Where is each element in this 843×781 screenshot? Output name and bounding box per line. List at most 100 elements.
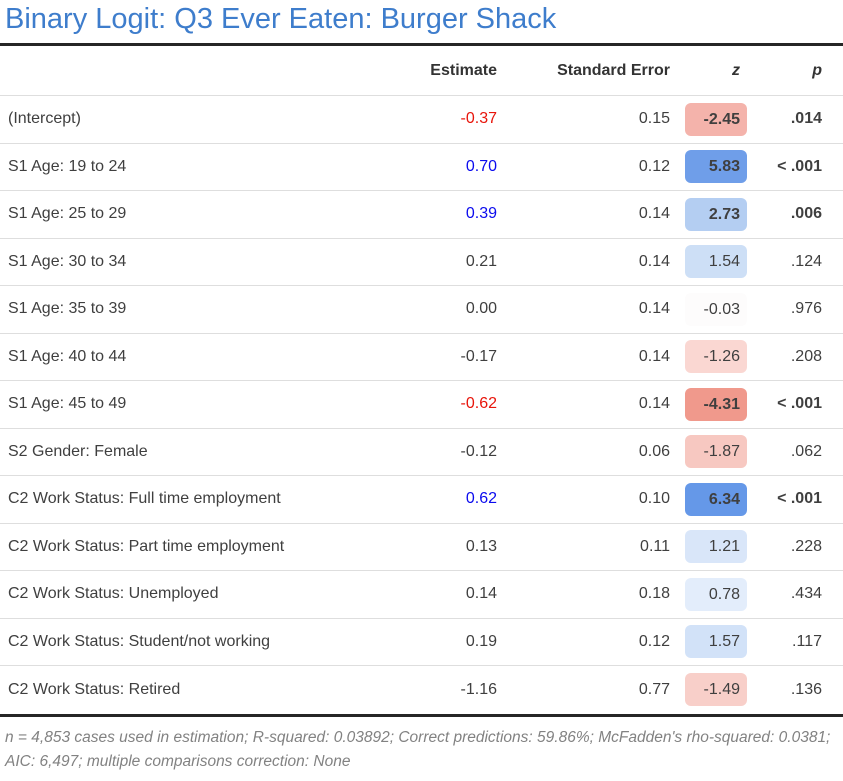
z-badge: 0.78 xyxy=(685,577,747,611)
standard-error-value: 0.12 xyxy=(638,157,670,175)
z-badge: -1.87 xyxy=(685,435,747,469)
row-label: C2 Work Status: Student/not working xyxy=(8,632,271,650)
z-badge: -1.26 xyxy=(685,340,747,374)
p-value: .208 xyxy=(790,347,822,365)
z-badge: -0.03 xyxy=(685,292,747,326)
estimate-value: 0.19 xyxy=(465,632,497,650)
estimate-value: -1.16 xyxy=(460,680,497,698)
row-label: (Intercept) xyxy=(8,110,81,128)
estimate-value: 0.39 xyxy=(465,205,497,223)
z-cell: 6.34 xyxy=(670,482,747,516)
row-label: C2 Work Status: Retired xyxy=(8,680,181,698)
z-cell: -4.31 xyxy=(670,387,747,421)
standard-error-value: 0.15 xyxy=(638,110,670,128)
estimate-value: 0.14 xyxy=(465,585,497,603)
row-label: S1 Age: 35 to 39 xyxy=(8,300,127,318)
row-label: S2 Gender: Female xyxy=(8,442,148,460)
standard-error-value: 0.77 xyxy=(638,680,670,698)
row-label: S1 Age: 40 to 44 xyxy=(8,347,127,365)
estimate-value: -0.62 xyxy=(460,395,497,413)
table-row: S1 Age: 40 to 44 -0.17 0.14 -1.26 .208 xyxy=(0,334,843,381)
standard-error-value: 0.18 xyxy=(638,585,670,603)
estimate-value: -0.12 xyxy=(460,442,497,460)
z-cell: 0.78 xyxy=(670,577,747,611)
table-row: C2 Work Status: Retired -1.16 0.77 -1.49 .13… xyxy=(0,666,843,714)
estimate-value: 0.62 xyxy=(465,490,497,508)
table-row: C2 Work Status: Student/not working 0.19 0… xyxy=(0,619,843,666)
row-label: S1 Age: 45 to 49 xyxy=(8,395,127,413)
p-value: .117 xyxy=(792,632,822,650)
standard-error-value: 0.06 xyxy=(638,442,670,460)
z-cell: -1.87 xyxy=(670,435,747,469)
row-label: C2 Work Status: Part time employment xyxy=(8,537,285,555)
z-badge: 5.83 xyxy=(685,150,747,184)
z-cell: -1.49 xyxy=(670,673,747,707)
table-row: S1 Age: 45 to 49 -0.62 0.14 -4.31 < .001 xyxy=(0,381,843,429)
z-badge: -2.45 xyxy=(685,102,747,136)
p-value: < .001 xyxy=(777,490,822,508)
z-cell: -2.45 xyxy=(670,102,747,136)
row-label: S1 Age: 30 to 34 xyxy=(8,252,127,270)
z-cell: 2.73 xyxy=(670,197,747,231)
z-cell: 1.54 xyxy=(670,245,747,279)
table-row: S2 Gender: Female -0.12 0.06 -1.87 .062 xyxy=(0,429,843,476)
z-cell: -1.26 xyxy=(670,340,747,374)
standard-error-value: 0.12 xyxy=(638,632,670,650)
p-value: < .001 xyxy=(777,157,822,175)
row-label: C2 Work Status: Full time employment xyxy=(8,490,281,508)
footnote: n = 4,853 cases used in estimation; R-sq… xyxy=(5,728,831,770)
table-header-row: Estimate Standard Error z p xyxy=(0,46,843,96)
estimate-value: -0.37 xyxy=(460,110,497,128)
z-badge: 1.54 xyxy=(685,245,747,279)
standard-error-value: 0.14 xyxy=(638,252,670,270)
table-row: (Intercept) -0.37 0.15 -2.45 .014 xyxy=(0,96,843,144)
z-badge: -1.49 xyxy=(685,673,747,707)
p-value: .136 xyxy=(790,680,822,698)
table-row: S1 Age: 19 to 24 0.70 0.12 5.83 < .001 xyxy=(0,144,843,191)
table-row: S1 Age: 30 to 34 0.21 0.14 1.54 .124 xyxy=(0,239,843,286)
z-cell: -0.03 xyxy=(670,292,747,326)
table-row: C2 Work Status: Full time employment 0.62… xyxy=(0,476,843,524)
table-row: C2 Work Status: Unemployed 0.14 0.18 0.78 .4… xyxy=(0,571,843,619)
p-value: .228 xyxy=(790,537,822,555)
table-row: S1 Age: 25 to 29 0.39 0.14 2.73 .006 xyxy=(0,191,843,239)
z-badge: 6.34 xyxy=(685,482,747,516)
row-label: S1 Age: 25 to 29 xyxy=(8,205,127,223)
z-cell: 5.83 xyxy=(670,150,747,184)
z-badge: 1.57 xyxy=(685,625,747,659)
row-label: S1 Age: 19 to 24 xyxy=(8,157,127,175)
z-cell: 1.57 xyxy=(670,625,747,659)
standard-error-value: 0.11 xyxy=(640,537,670,555)
z-badge: 1.21 xyxy=(685,530,747,564)
row-label: C2 Work Status: Unemployed xyxy=(8,585,219,603)
z-badge: -4.31 xyxy=(685,387,747,421)
standard-error-value: 0.14 xyxy=(638,205,670,223)
standard-error-value: 0.14 xyxy=(638,300,670,318)
column-header-standard-error: Standard Error xyxy=(557,61,670,79)
p-value: .976 xyxy=(790,300,822,318)
standard-error-value: 0.14 xyxy=(638,347,670,365)
z-badge: 2.73 xyxy=(685,197,747,231)
z-cell: 1.21 xyxy=(670,530,747,564)
standard-error-value: 0.10 xyxy=(638,490,670,508)
table-row: S1 Age: 35 to 39 0.00 0.14 -0.03 .976 xyxy=(0,286,843,334)
estimate-value: 0.21 xyxy=(465,252,497,270)
estimate-value: -0.17 xyxy=(460,347,497,365)
estimate-value: 0.00 xyxy=(465,300,497,318)
page-title: Binary Logit: Q3 Ever Eaten: Burger Shac… xyxy=(0,0,843,46)
column-header-estimate: Estimate xyxy=(430,61,497,79)
estimate-value: 0.13 xyxy=(465,537,497,555)
table-body: (Intercept) -0.37 0.15 -2.45 .014 S1 Age: 19 … xyxy=(0,96,843,717)
p-value: .006 xyxy=(790,205,822,223)
p-value: .014 xyxy=(790,110,822,128)
p-value: .124 xyxy=(790,252,822,270)
table-row: C2 Work Status: Part time employment 0.13… xyxy=(0,524,843,571)
regression-table: Estimate Standard Error z p (Intercept) -… xyxy=(0,46,843,717)
p-value: .062 xyxy=(790,442,822,460)
column-header-p: p xyxy=(812,61,822,79)
standard-error-value: 0.14 xyxy=(638,395,670,413)
p-value: < .001 xyxy=(777,395,822,413)
column-header-z: z xyxy=(732,61,740,79)
p-value: .434 xyxy=(790,585,822,603)
